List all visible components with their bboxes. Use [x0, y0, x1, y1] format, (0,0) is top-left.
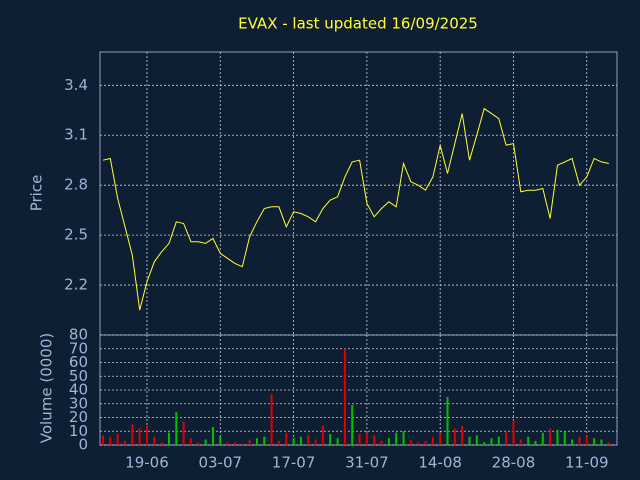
volume-bar [233, 442, 236, 445]
volume-bar [497, 436, 500, 445]
volume-bar [343, 348, 346, 445]
y-tick-label: 3.1 [64, 126, 88, 144]
price-line [102, 107, 609, 311]
volume-bar [512, 420, 515, 445]
volume-bar [351, 405, 354, 445]
volume-bar [109, 436, 112, 445]
volume-bar [417, 442, 420, 445]
volume-bar [380, 440, 383, 445]
y-tick-label: 2.8 [64, 176, 88, 194]
volume-bar [145, 425, 148, 445]
volume-bar [534, 440, 537, 445]
volume-bar [424, 440, 427, 445]
y-tick-label: 20 [69, 408, 88, 426]
x-tick-label: 17-07 [272, 454, 316, 472]
volume-bar [321, 425, 324, 445]
volume-bar [578, 436, 581, 445]
volume-bar [241, 443, 244, 445]
volume-bar [197, 442, 200, 445]
volume-bar [373, 435, 376, 445]
y-tick-label: 80 [69, 326, 88, 344]
volume-bar [483, 442, 486, 445]
volume-bar [314, 439, 317, 445]
volume-bar [549, 428, 552, 445]
y-tick-label: 60 [69, 353, 88, 371]
y-tick-label: 2.5 [64, 226, 88, 244]
volume-bar [593, 438, 596, 445]
volume-bar [255, 438, 258, 445]
volume-bar [439, 432, 442, 445]
chart-title: EVAX - last updated 16/09/2025 [238, 15, 478, 33]
volume-bar [138, 428, 141, 445]
volume-bar [285, 432, 288, 445]
x-tick-label: 28-08 [492, 454, 536, 472]
x-tick-label: 19-06 [125, 454, 169, 472]
volume-bar [219, 436, 222, 445]
volume-bar [556, 429, 559, 445]
volume-bar [307, 435, 310, 445]
volume-bar [123, 440, 126, 445]
volume-bar [358, 434, 361, 445]
volume-bar [541, 432, 544, 445]
y-tick-label: 2.2 [64, 276, 88, 294]
volume-bar [607, 442, 610, 445]
y-tick-label: 30 [69, 394, 88, 412]
volume-bar [131, 424, 134, 445]
volume-bar [490, 438, 493, 445]
volume-bar [189, 438, 192, 445]
volume-bar [116, 434, 119, 445]
x-tick-label: 14-08 [418, 454, 462, 472]
volume-bar [226, 442, 229, 445]
volume-bar [461, 425, 464, 445]
volume-bar [160, 442, 163, 445]
volume-bar [409, 439, 412, 445]
volume-bar [402, 431, 405, 445]
volume-bar [182, 421, 185, 445]
volume-bar [395, 432, 398, 445]
volume-bar [270, 394, 273, 445]
volume-bar [475, 435, 478, 445]
y-tick-label: 70 [69, 339, 88, 357]
volume-bar [167, 432, 170, 445]
volume-bar [277, 440, 280, 445]
volume-bar [211, 427, 214, 445]
volume-bar [527, 436, 530, 445]
volume-bar [519, 439, 522, 445]
volume-bar [204, 439, 207, 445]
y-tick-label: 0 [78, 436, 88, 454]
y-tick-label: 10 [69, 422, 88, 440]
volume-bar [299, 436, 302, 445]
y-tick-label: 3.4 [64, 76, 88, 94]
y-axis-title: Volume (0000) [38, 333, 56, 443]
volume-bar [248, 439, 251, 445]
volume-bar [431, 436, 434, 445]
y-tick-label: 40 [69, 381, 88, 399]
y-axis-title: Price [28, 175, 46, 212]
x-tick-label: 03-07 [198, 454, 242, 472]
volume-bar [175, 412, 178, 445]
volume-bar [263, 436, 266, 445]
volume-bar [153, 436, 156, 445]
volume-bar [336, 438, 339, 445]
volume-bar [585, 435, 588, 445]
volume-bar [571, 439, 574, 445]
volume-bar [453, 428, 456, 445]
volume-bar [365, 432, 368, 445]
volume-bar [468, 436, 471, 445]
x-tick-label: 31-07 [345, 454, 389, 472]
volume-bar [563, 431, 566, 445]
volume-bar [292, 438, 295, 445]
x-tick-label: 11-09 [565, 454, 609, 472]
volume-bar [446, 396, 449, 445]
volume-bar [102, 435, 104, 445]
volume-bar [505, 431, 508, 445]
volume-bar [600, 439, 603, 445]
volume-bar [387, 438, 390, 445]
volume-bar [329, 434, 332, 445]
y-tick-label: 50 [69, 367, 88, 385]
